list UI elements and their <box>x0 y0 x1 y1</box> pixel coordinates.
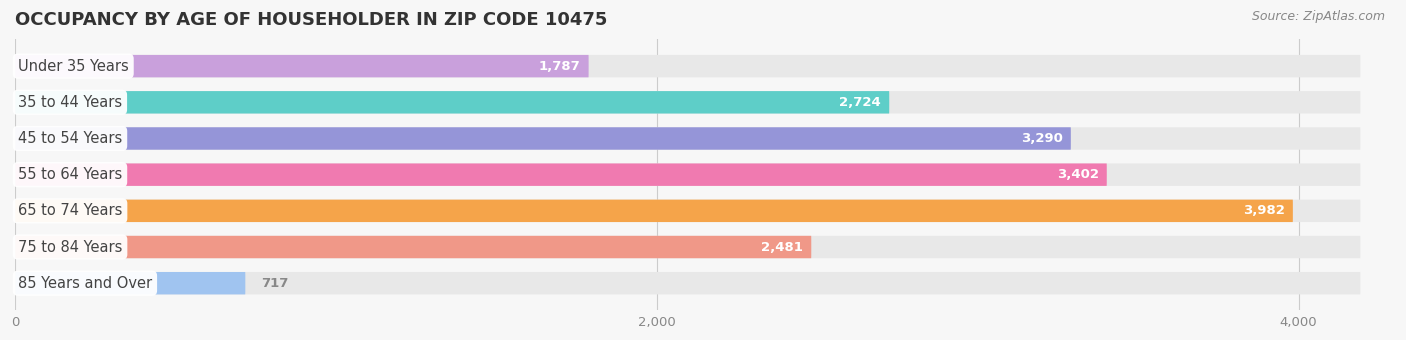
Text: 2,724: 2,724 <box>839 96 882 109</box>
Text: Under 35 Years: Under 35 Years <box>18 58 128 74</box>
Text: 85 Years and Over: 85 Years and Over <box>18 276 152 291</box>
FancyBboxPatch shape <box>15 91 1361 114</box>
Text: 65 to 74 Years: 65 to 74 Years <box>18 203 122 218</box>
Text: OCCUPANCY BY AGE OF HOUSEHOLDER IN ZIP CODE 10475: OCCUPANCY BY AGE OF HOUSEHOLDER IN ZIP C… <box>15 11 607 29</box>
FancyBboxPatch shape <box>15 200 1361 222</box>
FancyBboxPatch shape <box>15 200 1294 222</box>
Text: 35 to 44 Years: 35 to 44 Years <box>18 95 122 110</box>
Text: 1,787: 1,787 <box>538 59 581 73</box>
FancyBboxPatch shape <box>15 236 1361 258</box>
Text: 55 to 64 Years: 55 to 64 Years <box>18 167 122 182</box>
Text: 717: 717 <box>262 277 288 290</box>
FancyBboxPatch shape <box>15 272 1361 294</box>
FancyBboxPatch shape <box>15 55 1361 77</box>
Text: 3,290: 3,290 <box>1021 132 1063 145</box>
FancyBboxPatch shape <box>15 91 889 114</box>
Text: Source: ZipAtlas.com: Source: ZipAtlas.com <box>1251 10 1385 23</box>
FancyBboxPatch shape <box>15 55 589 77</box>
Text: 75 to 84 Years: 75 to 84 Years <box>18 239 122 255</box>
Text: 2,481: 2,481 <box>762 240 803 254</box>
Text: 3,982: 3,982 <box>1243 204 1285 217</box>
FancyBboxPatch shape <box>15 127 1361 150</box>
FancyBboxPatch shape <box>15 164 1107 186</box>
FancyBboxPatch shape <box>15 272 245 294</box>
Text: 45 to 54 Years: 45 to 54 Years <box>18 131 122 146</box>
Text: 3,402: 3,402 <box>1057 168 1098 181</box>
FancyBboxPatch shape <box>15 127 1071 150</box>
FancyBboxPatch shape <box>15 236 811 258</box>
FancyBboxPatch shape <box>15 164 1361 186</box>
